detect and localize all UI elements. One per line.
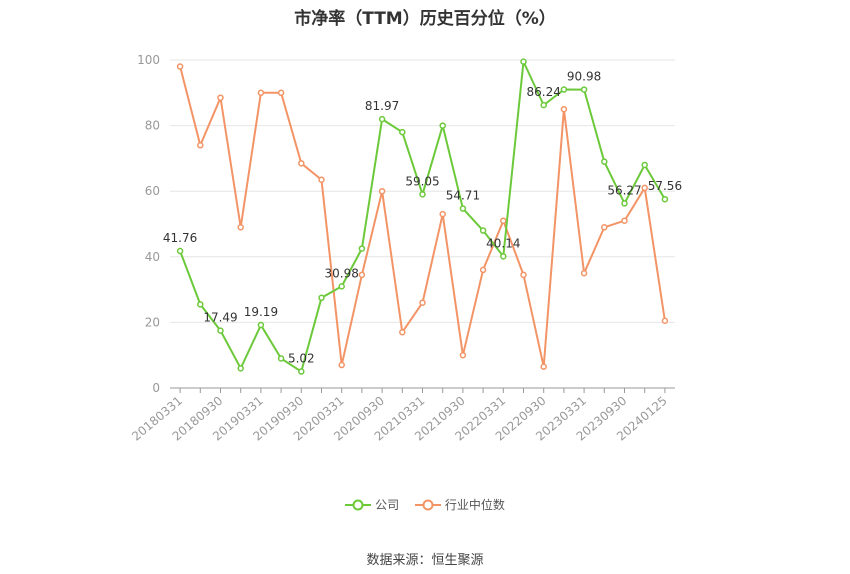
legend-item-industry-median[interactable]: 行业中位数 xyxy=(414,496,505,513)
data-point xyxy=(661,317,669,325)
data-point xyxy=(358,271,366,279)
data-source: 数据来源：恒生聚源 xyxy=(366,553,484,568)
axes: 0204060801002018033120180930201903312019… xyxy=(129,53,675,444)
series-industry-median xyxy=(176,63,669,370)
data-label: 5.02 xyxy=(288,352,315,366)
data-point xyxy=(580,269,588,277)
data-point xyxy=(338,283,345,290)
data-label: 19.19 xyxy=(244,305,278,319)
data-point xyxy=(560,105,568,113)
data-point xyxy=(419,299,426,306)
data-point xyxy=(237,224,244,231)
y-tick-label: 40 xyxy=(145,250,160,264)
legend: 公司 行业中位数 xyxy=(0,496,850,514)
data-point xyxy=(621,217,628,224)
data-point xyxy=(399,128,406,136)
data-point xyxy=(601,224,608,231)
data-point xyxy=(217,94,224,101)
data-point xyxy=(520,58,527,65)
legend-industry-marker xyxy=(414,499,441,510)
data-point xyxy=(298,160,305,167)
data-label: 40.14 xyxy=(486,236,520,250)
data-point xyxy=(540,101,547,109)
legend-company-marker xyxy=(345,499,372,510)
data-label: 54.71 xyxy=(446,189,480,203)
data-point xyxy=(197,142,204,149)
legend-industry-label: 行业中位数 xyxy=(444,498,505,512)
data-point xyxy=(500,253,507,260)
data-point xyxy=(257,89,265,97)
data-labels: 41.76 17.49 19.19 5.02 30.98 81.97 59.05 54.71 4… xyxy=(163,70,682,366)
data-point xyxy=(459,205,467,212)
series xyxy=(176,58,669,375)
data-point xyxy=(298,368,305,375)
data-label: 57.56 xyxy=(648,179,682,193)
data-label: 56.27 xyxy=(607,183,641,197)
data-point xyxy=(500,217,507,224)
data-point xyxy=(540,363,547,370)
data-point xyxy=(459,351,467,359)
data-label: 41.76 xyxy=(163,231,197,245)
data-point xyxy=(641,161,648,169)
data-label: 59.05 xyxy=(405,174,439,188)
legend-item-company[interactable]: 公司 xyxy=(345,496,399,513)
data-point xyxy=(520,271,527,279)
data-point xyxy=(439,210,446,218)
data-point xyxy=(277,89,285,97)
data-point xyxy=(439,122,446,129)
data-point xyxy=(580,86,588,93)
series-line xyxy=(179,66,666,368)
data-point xyxy=(479,266,487,274)
data-point xyxy=(217,327,224,334)
data-label: 90.98 xyxy=(567,70,601,84)
series-line xyxy=(179,60,666,373)
data-point xyxy=(358,245,366,252)
y-tick-label: 0 xyxy=(152,381,160,395)
y-tick-label: 20 xyxy=(145,315,160,329)
chart-title: 市净率（TTM）历史百分位（%） xyxy=(294,9,556,29)
data-point xyxy=(318,176,325,183)
data-label: 30.98 xyxy=(325,266,359,280)
data-point xyxy=(399,328,406,336)
data-point xyxy=(197,301,204,308)
line-chart: 0204060801002018033120180930201903312019… xyxy=(129,53,682,444)
y-tick-label: 100 xyxy=(137,53,160,67)
data-point xyxy=(661,195,669,203)
data-point xyxy=(176,247,184,255)
data-point xyxy=(277,355,285,362)
legend-company-label: 公司 xyxy=(375,498,400,512)
data-point xyxy=(621,200,628,207)
data-point xyxy=(176,63,184,70)
data-label: 81.97 xyxy=(365,99,399,113)
data-point xyxy=(318,294,325,302)
data-point xyxy=(378,115,386,123)
data-label: 86.24 xyxy=(527,85,561,99)
y-tick-label: 60 xyxy=(145,184,160,198)
data-point xyxy=(237,365,244,372)
data-point xyxy=(641,184,648,192)
y-tick-label: 80 xyxy=(145,119,160,133)
data-point xyxy=(419,191,426,198)
data-point xyxy=(479,227,487,234)
data-point xyxy=(560,86,568,93)
data-point xyxy=(338,361,345,369)
data-label: 17.49 xyxy=(203,311,237,325)
data-point xyxy=(257,321,265,329)
data-point xyxy=(601,158,608,165)
series-company xyxy=(176,58,669,375)
data-point xyxy=(378,187,386,195)
